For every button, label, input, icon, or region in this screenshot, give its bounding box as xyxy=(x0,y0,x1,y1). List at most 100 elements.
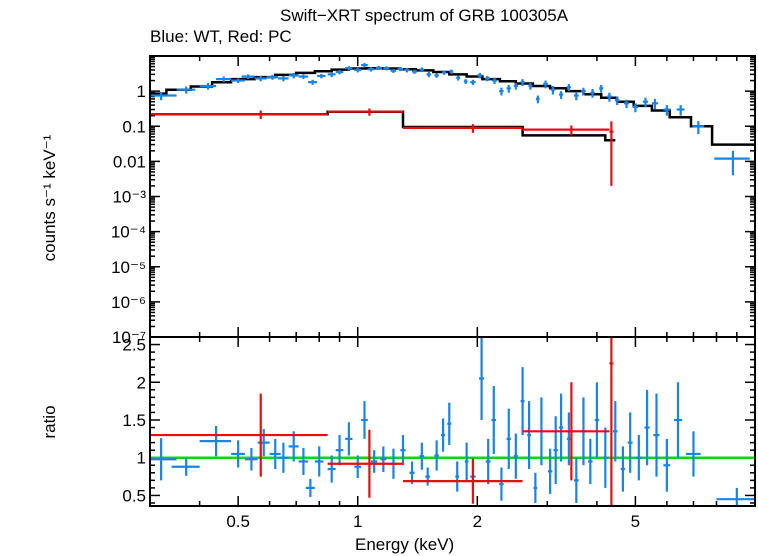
data-point xyxy=(547,448,553,494)
data-point xyxy=(426,72,432,78)
data-point xyxy=(402,124,523,133)
data-point xyxy=(278,442,289,473)
data-point xyxy=(305,478,315,497)
data-point xyxy=(404,67,410,73)
data-point xyxy=(479,337,485,420)
data-point xyxy=(627,412,633,473)
data-point xyxy=(535,95,540,104)
data-point xyxy=(456,75,461,81)
chart-subtitle: Blue: WT, Red: PC xyxy=(150,27,292,46)
data-point xyxy=(199,426,232,457)
data-point xyxy=(506,84,511,93)
data-point xyxy=(345,422,353,456)
data-point xyxy=(644,389,650,466)
data-point xyxy=(550,85,556,95)
y-tick-label: 0.1 xyxy=(122,117,146,136)
data-point xyxy=(367,67,375,72)
data-point xyxy=(520,367,525,436)
data-point xyxy=(606,92,612,102)
data-point xyxy=(522,382,610,481)
data-point xyxy=(716,487,755,506)
x-tick-label: 0.5 xyxy=(226,512,250,531)
data-point xyxy=(520,79,525,86)
data-point xyxy=(609,337,614,506)
y-tick-label: 10⁻⁵ xyxy=(111,258,146,277)
data-point xyxy=(327,108,403,116)
data-point xyxy=(594,382,600,458)
data-point xyxy=(506,408,511,470)
data-point xyxy=(676,105,685,116)
data-point xyxy=(623,99,630,109)
data-point xyxy=(636,435,642,481)
data-point xyxy=(449,69,454,74)
data-point xyxy=(513,433,518,479)
data-point xyxy=(590,88,595,98)
data-point xyxy=(470,79,476,85)
data-point xyxy=(354,455,362,479)
data-point xyxy=(527,401,532,470)
data-point xyxy=(375,65,382,70)
data-point xyxy=(327,455,336,483)
data-point xyxy=(485,438,491,485)
data-point xyxy=(499,87,504,96)
data-point xyxy=(558,91,564,99)
y-tick-label: 1.5 xyxy=(122,411,146,430)
model-step-line xyxy=(150,110,616,142)
data-point xyxy=(317,73,326,79)
data-point xyxy=(620,446,626,492)
data-point xyxy=(566,83,571,92)
panel-frame xyxy=(149,55,756,338)
data-point xyxy=(440,418,446,452)
data-point xyxy=(380,446,387,473)
data-point xyxy=(216,76,232,83)
y-tick-label: 2 xyxy=(137,373,146,392)
data-point xyxy=(397,66,403,72)
data-point xyxy=(390,68,397,73)
y-tick-label: 10⁻³ xyxy=(112,188,146,207)
data-point xyxy=(383,66,390,71)
data-point xyxy=(484,75,490,82)
data-point xyxy=(278,75,289,82)
data-point xyxy=(257,429,270,457)
data-point xyxy=(314,446,324,477)
data-point xyxy=(288,72,299,79)
data-point xyxy=(371,450,378,473)
x-tick-label: 2 xyxy=(473,512,482,531)
y-tick-label: 1 xyxy=(137,449,146,468)
data-point xyxy=(599,84,604,93)
data-point xyxy=(566,412,571,466)
data-point xyxy=(266,74,279,80)
y-tick-label: 0.01 xyxy=(113,152,146,171)
ratio-panel: 0.5 1 1.5 2 2.5 0.5 1 2 5 xyxy=(122,336,756,531)
data-point xyxy=(327,72,336,78)
data-point xyxy=(150,393,328,477)
data-point xyxy=(400,435,406,466)
model-step-line xyxy=(150,66,755,146)
data-point xyxy=(663,105,671,116)
data-point xyxy=(419,67,425,73)
data-point xyxy=(412,69,418,74)
data-point xyxy=(464,442,469,481)
y-tick-label: 2.5 xyxy=(122,336,146,355)
data-point xyxy=(241,74,255,80)
data-point xyxy=(522,125,610,136)
data-point xyxy=(651,98,659,110)
data-point xyxy=(673,382,682,458)
data-point xyxy=(609,121,614,186)
panel-frame xyxy=(149,336,756,507)
data-point xyxy=(361,63,368,68)
data-point xyxy=(653,393,660,477)
data-point xyxy=(603,427,608,488)
y-tick-label: 10⁻⁴ xyxy=(111,223,146,242)
y-tick-label: 10⁻⁷ xyxy=(112,328,146,347)
data-point xyxy=(345,66,353,71)
data-point xyxy=(269,438,281,470)
data-point xyxy=(685,431,701,477)
data-point xyxy=(231,78,245,84)
data-point xyxy=(298,74,309,80)
data-point xyxy=(442,70,447,75)
data-point xyxy=(543,80,548,89)
data-point xyxy=(361,401,368,439)
ratio-y-axis-label: ratio xyxy=(40,405,59,439)
